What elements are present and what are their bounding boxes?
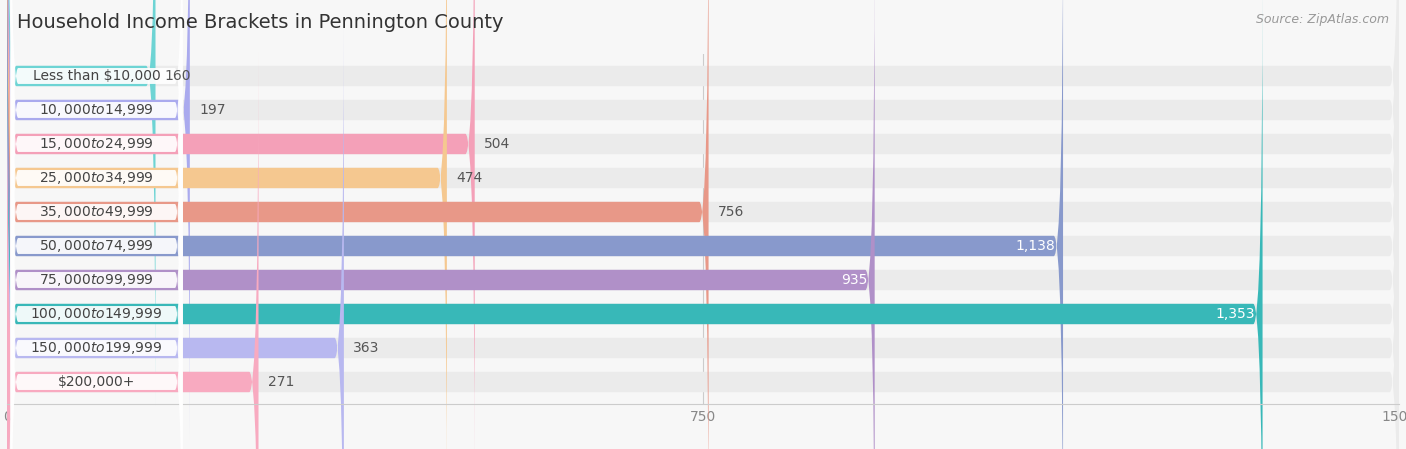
FancyBboxPatch shape bbox=[11, 0, 183, 449]
Text: 756: 756 bbox=[718, 205, 744, 219]
Text: $150,000 to $199,999: $150,000 to $199,999 bbox=[31, 340, 163, 356]
FancyBboxPatch shape bbox=[7, 0, 1263, 449]
FancyBboxPatch shape bbox=[7, 0, 1399, 449]
FancyBboxPatch shape bbox=[7, 0, 190, 440]
FancyBboxPatch shape bbox=[11, 84, 183, 449]
FancyBboxPatch shape bbox=[7, 52, 259, 449]
FancyBboxPatch shape bbox=[11, 118, 183, 449]
FancyBboxPatch shape bbox=[7, 0, 1399, 449]
Text: 160: 160 bbox=[165, 69, 191, 83]
Text: 197: 197 bbox=[200, 103, 225, 117]
Text: $100,000 to $149,999: $100,000 to $149,999 bbox=[31, 306, 163, 322]
Text: $75,000 to $99,999: $75,000 to $99,999 bbox=[39, 272, 155, 288]
Text: $200,000+: $200,000+ bbox=[58, 375, 135, 389]
Text: 1,138: 1,138 bbox=[1017, 239, 1056, 253]
Text: $10,000 to $14,999: $10,000 to $14,999 bbox=[39, 102, 155, 118]
FancyBboxPatch shape bbox=[7, 0, 1399, 406]
FancyBboxPatch shape bbox=[7, 0, 1399, 449]
FancyBboxPatch shape bbox=[7, 0, 709, 449]
FancyBboxPatch shape bbox=[7, 52, 1399, 449]
Text: 1,353: 1,353 bbox=[1216, 307, 1256, 321]
Text: 504: 504 bbox=[484, 137, 510, 151]
FancyBboxPatch shape bbox=[11, 0, 183, 442]
FancyBboxPatch shape bbox=[7, 0, 1399, 440]
Text: 474: 474 bbox=[456, 171, 482, 185]
Text: $25,000 to $34,999: $25,000 to $34,999 bbox=[39, 170, 155, 186]
FancyBboxPatch shape bbox=[7, 0, 475, 449]
FancyBboxPatch shape bbox=[7, 0, 1399, 449]
FancyBboxPatch shape bbox=[7, 18, 1399, 449]
Text: $35,000 to $49,999: $35,000 to $49,999 bbox=[39, 204, 155, 220]
FancyBboxPatch shape bbox=[7, 0, 1063, 449]
FancyBboxPatch shape bbox=[7, 0, 156, 406]
FancyBboxPatch shape bbox=[11, 0, 183, 374]
FancyBboxPatch shape bbox=[7, 0, 1399, 449]
Text: $15,000 to $24,999: $15,000 to $24,999 bbox=[39, 136, 155, 152]
Text: Household Income Brackets in Pennington County: Household Income Brackets in Pennington … bbox=[17, 13, 503, 32]
Text: Less than $10,000: Less than $10,000 bbox=[32, 69, 160, 83]
FancyBboxPatch shape bbox=[11, 50, 183, 449]
FancyBboxPatch shape bbox=[7, 0, 1399, 449]
Text: 935: 935 bbox=[841, 273, 868, 287]
FancyBboxPatch shape bbox=[11, 16, 183, 449]
FancyBboxPatch shape bbox=[11, 0, 183, 408]
Text: $50,000 to $74,999: $50,000 to $74,999 bbox=[39, 238, 155, 254]
FancyBboxPatch shape bbox=[11, 0, 183, 449]
Text: Source: ZipAtlas.com: Source: ZipAtlas.com bbox=[1256, 13, 1389, 26]
FancyBboxPatch shape bbox=[11, 0, 183, 340]
FancyBboxPatch shape bbox=[7, 18, 344, 449]
Text: 271: 271 bbox=[267, 375, 294, 389]
FancyBboxPatch shape bbox=[7, 0, 875, 449]
Text: 363: 363 bbox=[353, 341, 380, 355]
FancyBboxPatch shape bbox=[7, 0, 447, 449]
